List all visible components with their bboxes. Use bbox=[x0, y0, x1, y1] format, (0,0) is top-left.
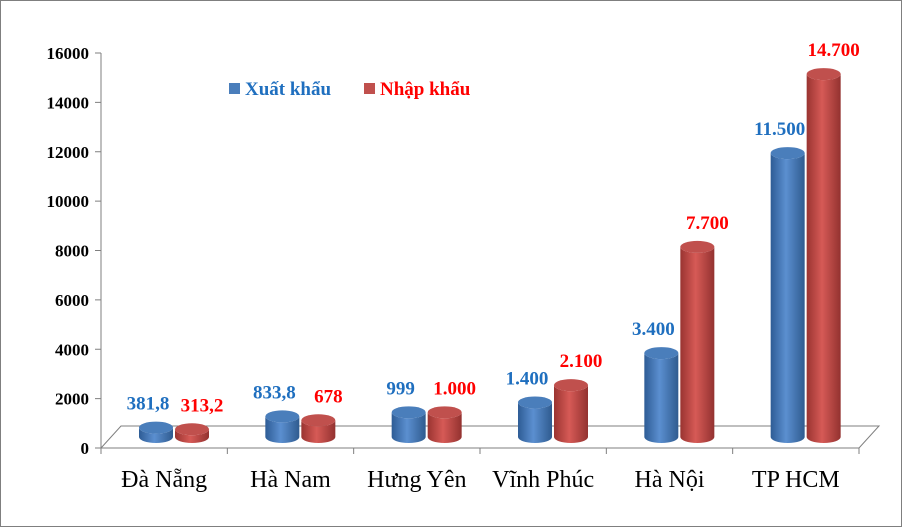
data-label-nhap-khau-da-nang: 313,2 bbox=[181, 395, 224, 416]
bar-nhap-khau-vinh-phuc bbox=[554, 379, 588, 443]
bar-xuat-khau-da-nang-top bbox=[139, 421, 173, 434]
bar-nhap-khau-hung-yen-top bbox=[427, 406, 462, 419]
legend: Xuất khẩu Nhập khẩu bbox=[229, 79, 471, 100]
category-label-ha-noi: Hà Nội bbox=[635, 467, 705, 493]
bar-xuat-khau-vinh-phuc-top bbox=[518, 396, 552, 409]
category-label-tp-hcm: TP HCM bbox=[752, 467, 840, 493]
bar-nhap-khau-hung-yen bbox=[427, 406, 462, 444]
data-label-xuat-khau-ha-noi: 3.400 bbox=[632, 319, 675, 340]
bar-xuat-khau-ha-nam-top bbox=[265, 410, 300, 423]
bar-nhap-khau-tp-hcm-top bbox=[806, 68, 841, 81]
y-tick-group: 0 2000 4000 6000 8000 10000 12000 14000 16000 bbox=[47, 44, 101, 458]
data-label-xuat-khau-vinh-phuc: 1.400 bbox=[506, 368, 549, 389]
bar-xuat-khau-ha-noi-body bbox=[644, 353, 679, 444]
bar-nhap-khau-vinh-phuc-body bbox=[554, 385, 588, 443]
data-label-xuat-khau-ha-nam: 833,8 bbox=[253, 382, 296, 403]
bar-nhap-khau-ha-noi-top bbox=[680, 240, 715, 253]
bar-nhap-khau-ha-nam bbox=[301, 414, 336, 444]
bar-xuat-khau-ha-noi bbox=[644, 347, 679, 444]
legend-swatch-xuat-khau bbox=[229, 83, 240, 94]
y-tick-label: 0 bbox=[81, 439, 90, 458]
bar-xuat-khau-tp-hcm-body bbox=[770, 153, 805, 444]
y-tick-label: 10000 bbox=[47, 192, 90, 211]
category-label-vinh-phuc: Vĩnh Phúc bbox=[492, 467, 594, 493]
bar-nhap-khau-ha-noi-body bbox=[680, 246, 715, 444]
bar-xuat-khau-ha-nam bbox=[265, 410, 300, 444]
data-label-nhap-khau-tp-hcm: 14.700 bbox=[808, 40, 860, 61]
data-label-xuat-khau-da-nang: 381,8 bbox=[127, 394, 170, 415]
bar-xuat-khau-hung-yen-top bbox=[391, 406, 426, 419]
legend-swatch-nhap-khau bbox=[364, 83, 375, 94]
bar-nhap-khau-tp-hcm bbox=[806, 68, 841, 444]
y-tick-label: 12000 bbox=[47, 143, 90, 162]
bar-xuat-khau-da-nang-body bbox=[139, 427, 173, 443]
bar-xuat-khau-hung-yen bbox=[391, 406, 426, 444]
bar-nhap-khau-ha-nam-body bbox=[301, 420, 336, 444]
chart-floor bbox=[99, 425, 881, 449]
category-label-group: Đà Nẵng Hà Nam Hưng Yên Vĩnh Phúc Hà Nội TP H… bbox=[100, 448, 860, 493]
data-label-nhap-khau-ha-nam: 678 bbox=[314, 386, 343, 407]
y-tick-label: 2000 bbox=[55, 390, 89, 409]
bar-nhap-khau-tp-hcm-body bbox=[806, 74, 841, 444]
bar-xuat-khau-ha-noi-top bbox=[644, 347, 679, 360]
y-tick-label: 8000 bbox=[55, 242, 89, 261]
y-tick-label: 4000 bbox=[55, 340, 89, 359]
data-label-group: 381,8 313,2 833,8 678 999 1.000 1.400 2.100 3.40… bbox=[127, 40, 860, 416]
bar-group bbox=[139, 68, 841, 444]
data-label-nhap-khau-vinh-phuc: 2.100 bbox=[560, 351, 603, 372]
bar-nhap-khau-vinh-phuc-top bbox=[554, 379, 588, 392]
bar-xuat-khau-tp-hcm-top bbox=[770, 147, 805, 160]
bar-nhap-khau-da-nang bbox=[175, 423, 209, 443]
category-label-da-nang: Đà Nẵng bbox=[121, 467, 207, 493]
category-label-ha-nam: Hà Nam bbox=[250, 467, 331, 493]
bar-xuat-khau-da-nang bbox=[139, 421, 173, 443]
data-label-xuat-khau-tp-hcm: 11.500 bbox=[754, 119, 805, 140]
data-label-xuat-khau-hung-yen: 999 bbox=[386, 378, 415, 399]
y-tick-label: 16000 bbox=[47, 44, 90, 63]
data-label-nhap-khau-hung-yen: 1.000 bbox=[433, 378, 476, 399]
legend-label-nhap-khau: Nhập khẩu bbox=[380, 79, 471, 100]
y-tick-label: 14000 bbox=[47, 93, 90, 112]
data-label-nhap-khau-ha-noi: 7.700 bbox=[686, 213, 729, 234]
bar-xuat-khau-vinh-phuc-body bbox=[518, 402, 552, 443]
bar-nhap-khau-da-nang-body bbox=[175, 429, 209, 443]
y-tick-label: 6000 bbox=[55, 291, 89, 310]
legend-label-xuat-khau: Xuất khẩu bbox=[245, 79, 331, 100]
category-label-hung-yen: Hưng Yên bbox=[367, 467, 466, 493]
bar-nhap-khau-hung-yen-body bbox=[427, 412, 462, 444]
bar-xuat-khau-hung-yen-body bbox=[391, 412, 426, 444]
bar-nhap-khau-ha-nam-top bbox=[301, 414, 336, 427]
bar-xuat-khau-vinh-phuc bbox=[518, 396, 552, 443]
bar-nhap-khau-ha-noi bbox=[680, 240, 715, 444]
bar-xuat-khau-ha-nam-body bbox=[265, 416, 300, 444]
bar-xuat-khau-tp-hcm bbox=[770, 147, 805, 444]
bar-nhap-khau-da-nang-top bbox=[175, 423, 209, 436]
